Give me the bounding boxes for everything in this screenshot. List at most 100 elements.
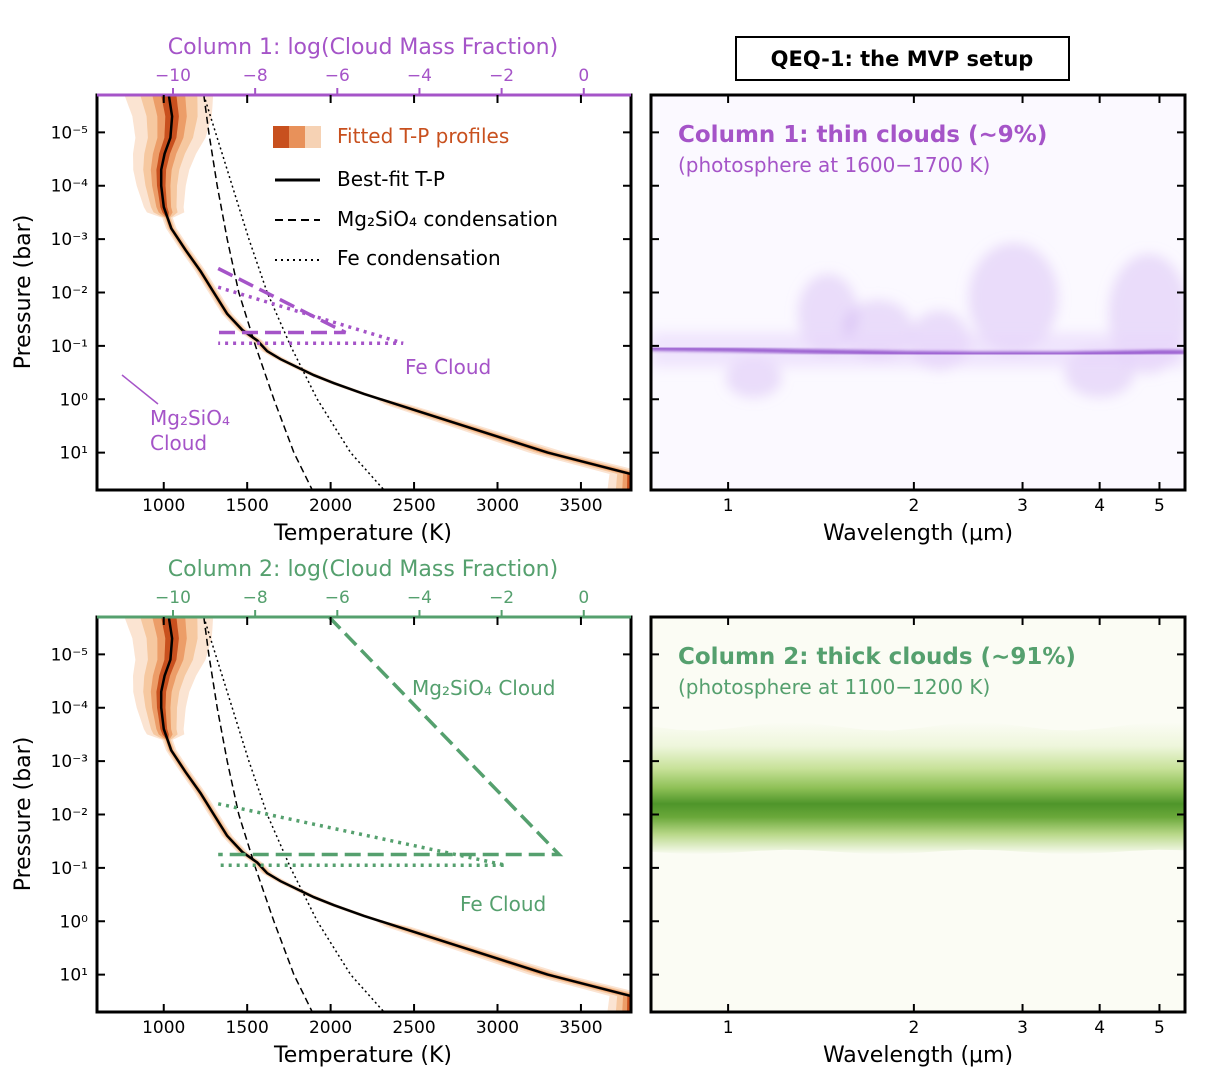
- top-tick-label: 0: [578, 66, 589, 86]
- y-tick-label: 10⁰: [60, 912, 89, 932]
- fe-cloud-label-1: Fe Cloud: [405, 355, 491, 379]
- y-tick-label: 10⁻⁴: [51, 177, 89, 197]
- y-tick-label: 10⁻³: [51, 752, 88, 772]
- legend-swatch-mid: [289, 126, 305, 148]
- y-tick-label: 10⁻⁵: [51, 123, 88, 143]
- x-tick-label: 2500: [392, 496, 435, 516]
- axis-ticks-2: 1 2 3 4 5: [651, 95, 1185, 516]
- legend-mg2sio4-label: Mg₂SiO₄ condensation: [337, 207, 558, 231]
- title-box: [735, 36, 1070, 81]
- top-tick-label: −2: [489, 66, 514, 86]
- top-tick-label: −2: [489, 588, 514, 608]
- legend-fitted-label: Fitted T-P profiles: [337, 124, 509, 148]
- y-tick-label: 10⁰: [60, 390, 89, 410]
- panel-title-2: Column 2: thick clouds (∼91%): [678, 644, 1076, 670]
- fe-condensation-line-2: [203, 617, 385, 1012]
- x-tick-label: 3500: [559, 496, 602, 516]
- x-tick-label: 4: [1094, 1018, 1105, 1038]
- mg2sio4-condensation-line-1: [203, 95, 313, 490]
- haze-blob-2: [968, 242, 1059, 353]
- legend-swatch-light: [305, 126, 321, 148]
- haze-blob-5: [725, 357, 782, 398]
- x-tick-label: 5: [1154, 1018, 1165, 1038]
- fe-cloud-label-2: Fe Cloud: [460, 892, 546, 916]
- axis-ticks-4: 1 2 3 4 5: [651, 617, 1185, 1038]
- x-tick-label: 1: [723, 1018, 734, 1038]
- x-tick-label: 2000: [309, 496, 352, 516]
- x-tick-label: 2500: [392, 1018, 435, 1038]
- fitted-tp-band-3: [156, 95, 631, 490]
- mg2sio4-cloud-label-2: Mg₂SiO₄ Cloud: [412, 676, 555, 700]
- y-axis-label-3: Pressure (bar): [11, 737, 36, 892]
- top-tick-label: 0: [578, 588, 589, 608]
- contribution-panel-2: 1 2 3 4 5 Column 2: thick clouds (∼91%) (pho…: [649, 615, 1187, 1068]
- x-axis-label-2: Wavelength (μm): [823, 521, 1013, 546]
- x-tick-label: 3000: [476, 496, 519, 516]
- x-tick-label: 1000: [142, 496, 185, 516]
- y-tick-label: 10⁻¹: [51, 337, 88, 357]
- mg2sio4-cloud-line-2: [218, 617, 564, 857]
- top-tick-label: −4: [407, 588, 432, 608]
- x-tick-label: 3: [1017, 1018, 1028, 1038]
- x-tick-label: 1000: [142, 1018, 185, 1038]
- x-axis-label-3: Temperature (K): [273, 1043, 452, 1068]
- y-tick-label: 10¹: [60, 444, 88, 464]
- x-tick-label: 5: [1154, 496, 1165, 516]
- axis-ticks-1: 1000 1500 2000 2500 3000 3500 10⁻⁵ 10⁻⁴ 10⁻³ 10⁻²…: [51, 95, 631, 516]
- top-axis-title-1: Column 1: log(Cloud Mass Fraction): [168, 35, 558, 60]
- fe-cloud-line-1: [217, 285, 404, 345]
- legend-swatch-dark: [273, 126, 289, 148]
- top-axis-title-2: Column 2: log(Cloud Mass Fraction): [168, 557, 558, 582]
- fitted-tp-band-1: [124, 95, 631, 490]
- x-tick-label: 3: [1017, 496, 1028, 516]
- mg2sio4-cloud-line-1: [217, 266, 347, 335]
- top-tick-label: −8: [243, 588, 268, 608]
- y-tick-label: 10⁻²: [51, 806, 88, 826]
- x-tick-label: 3000: [476, 1018, 519, 1038]
- fe-cloud-line-2: [217, 802, 507, 867]
- figure-title: QEQ-1: the MVP setup: [771, 47, 1034, 71]
- legend-bestfit-label: Best-fit T-P: [337, 167, 445, 191]
- fe-condensation-line-1: [203, 95, 385, 490]
- fitted-tp-band-2: [150, 95, 631, 490]
- top-ticks-2: −10 −8 −6 −4 −2 0: [155, 588, 589, 617]
- x-tick-label: 3500: [559, 1018, 602, 1038]
- x-tick-label: 1500: [226, 1018, 269, 1038]
- legend-fe-label: Fe condensation: [337, 246, 501, 270]
- fitted-tp-band-0: [124, 617, 631, 1012]
- bestfit-tp-line-2: [159, 617, 631, 998]
- photosphere-band-2: [651, 722, 1185, 854]
- y-tick-label: 10⁻⁴: [51, 699, 89, 719]
- top-tick-label: −4: [407, 66, 432, 86]
- mg2sio4-condensation-line-2: [203, 617, 313, 1012]
- tp-panel-2: Column 2: log(Cloud Mass Fraction) −10 −8…: [11, 557, 633, 1068]
- mg2sio4-cloud-label-1: Mg₂SiO₄ Cloud: [150, 406, 236, 455]
- y-tick-label: 10⁻¹: [51, 859, 88, 879]
- panel-title-1: Column 1: thin clouds (∼9%): [678, 122, 1047, 148]
- panel-subtitle-1: (photosphere at 1600−1700 K): [678, 153, 990, 177]
- tp-panel-1: Column 1: log(Cloud Mass Fraction) −10 −8…: [11, 35, 633, 546]
- y-tick-label: 10⁻³: [51, 230, 88, 250]
- fitted-tp-band-2: [124, 617, 631, 1012]
- top-tick-label: −10: [155, 588, 191, 608]
- bestfit-tp-line-1: [159, 95, 631, 476]
- x-axis-label-1: Temperature (K): [273, 521, 452, 546]
- top-ticks-1: −10 −8 −6 −4 −2 0: [155, 66, 589, 95]
- fitted-tp-band-1: [140, 95, 631, 490]
- legend: Fitted T-P profiles Best-fit T-P Mg₂SiO₄…: [273, 124, 558, 270]
- y-tick-label: 10¹: [60, 966, 88, 986]
- y-tick-label: 10⁻⁵: [51, 645, 88, 665]
- contribution-panel-1: 1 2 3 4 5 Column 1: thin clouds (∼9%) (photo…: [649, 93, 1187, 546]
- fitted-tp-band-3: [156, 617, 631, 1012]
- x-tick-label: 1500: [226, 496, 269, 516]
- x-tick-label: 4: [1094, 496, 1105, 516]
- fitted-tp-band-2: [150, 617, 631, 1012]
- fitted-tp-band-1: [140, 617, 631, 1012]
- x-tick-label: 1: [723, 496, 734, 516]
- x-tick-label: 2000: [309, 1018, 352, 1038]
- y-axis-label-1: Pressure (bar): [11, 215, 36, 370]
- mg2sio4-cloud-pointer-1: [121, 374, 159, 405]
- top-tick-label: −6: [325, 588, 350, 608]
- contribution-haze-1: [651, 242, 1185, 398]
